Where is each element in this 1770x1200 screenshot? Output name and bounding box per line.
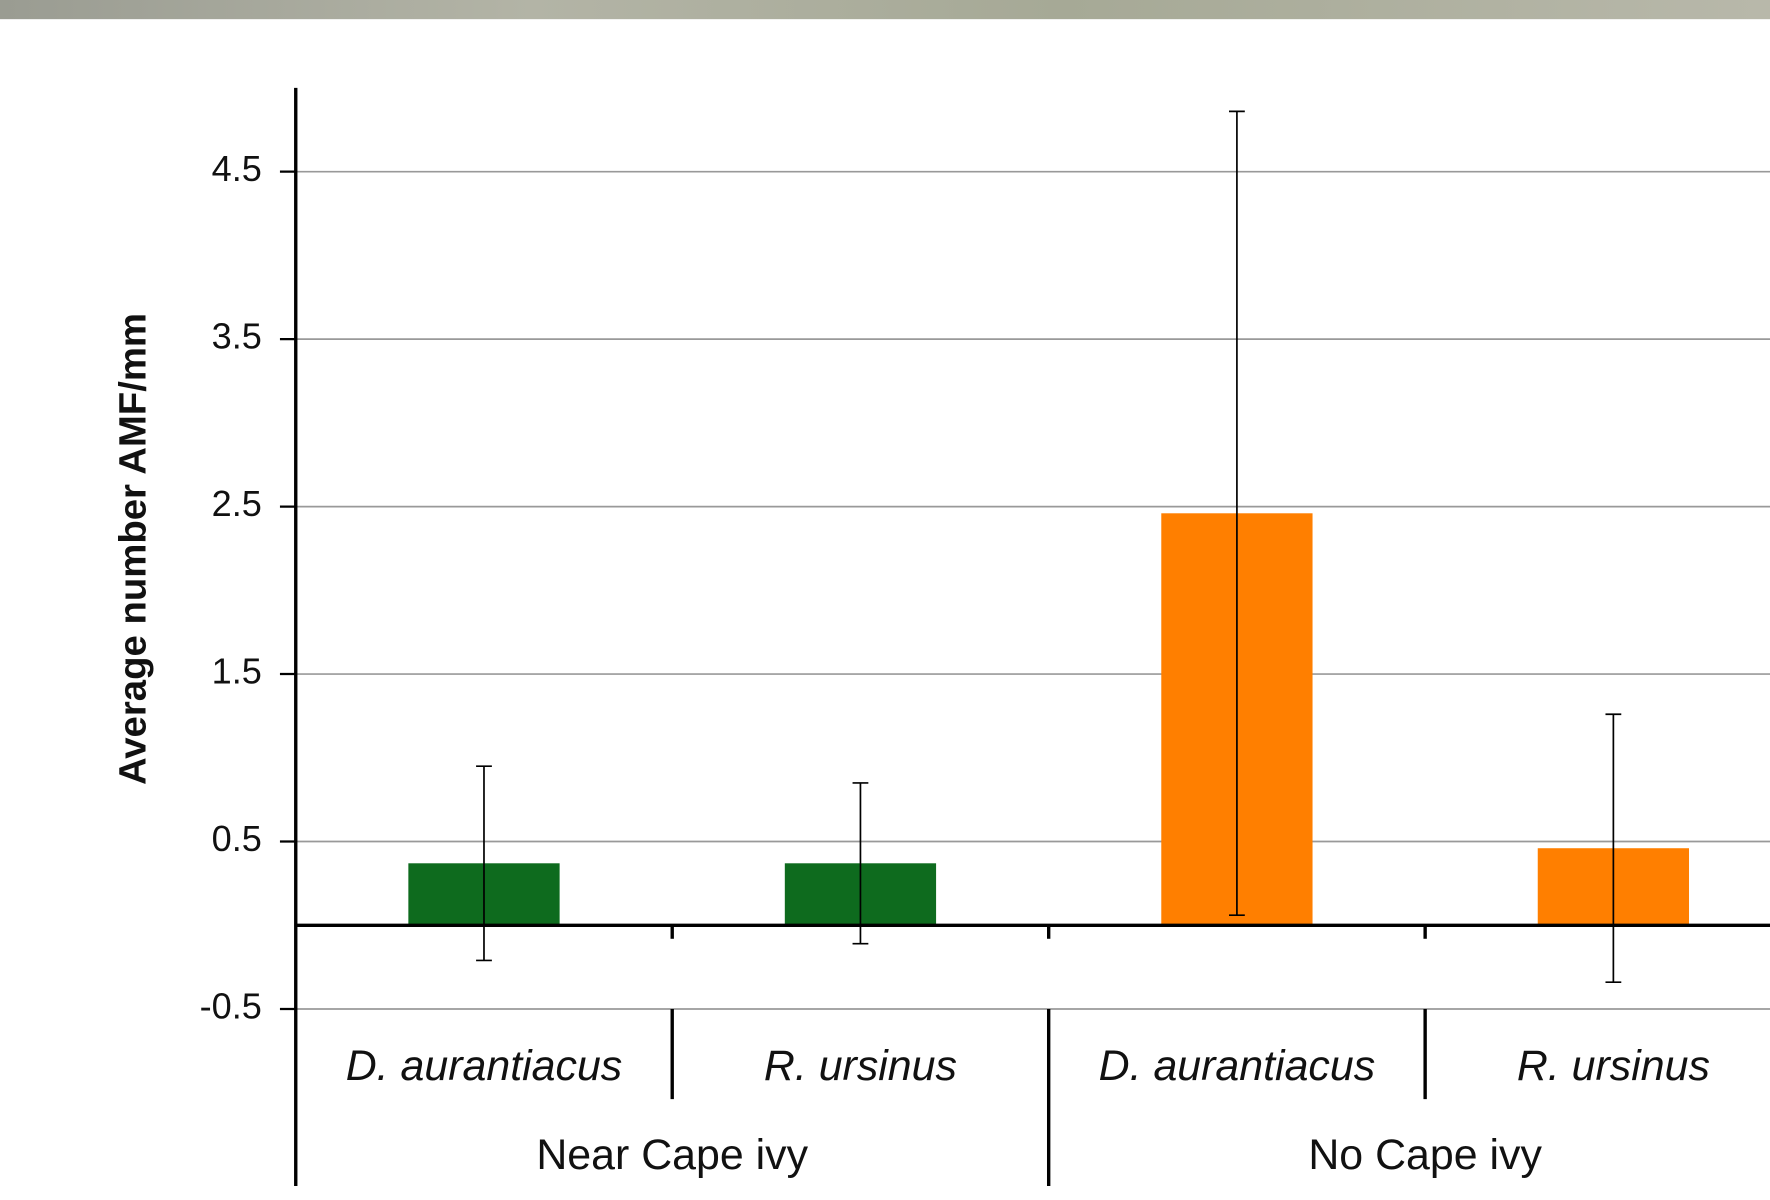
y-tick-label: 2.5 xyxy=(212,483,262,524)
photo-strip xyxy=(0,0,1770,19)
x-tick-label: D. aurantiacus xyxy=(1099,1042,1376,1090)
page: Average number AMF/mm -0.5 0.5 1.5 2.5 3.5 4.… xyxy=(0,0,1770,1200)
y-axis-title: Average number AMF/mm xyxy=(112,313,155,785)
x-tick-label: R. ursinus xyxy=(764,1042,957,1090)
y-tick-label: 4.5 xyxy=(212,148,262,189)
group-label: Near Cape ivy xyxy=(536,1131,808,1179)
x-tick-label: R. ursinus xyxy=(1517,1042,1710,1090)
x-tick-label: D. aurantiacus xyxy=(346,1042,623,1090)
y-tick-label: 3.5 xyxy=(212,316,262,357)
y-tick-label: 0.5 xyxy=(212,818,262,859)
group-label: No Cape ivy xyxy=(1308,1131,1542,1179)
error-bar xyxy=(476,766,492,960)
chart: Average number AMF/mm -0.5 0.5 1.5 2.5 3.5 4.… xyxy=(0,0,1770,1195)
y-tick-label: -0.5 xyxy=(200,986,262,1027)
y-tick-label: 1.5 xyxy=(212,651,262,692)
